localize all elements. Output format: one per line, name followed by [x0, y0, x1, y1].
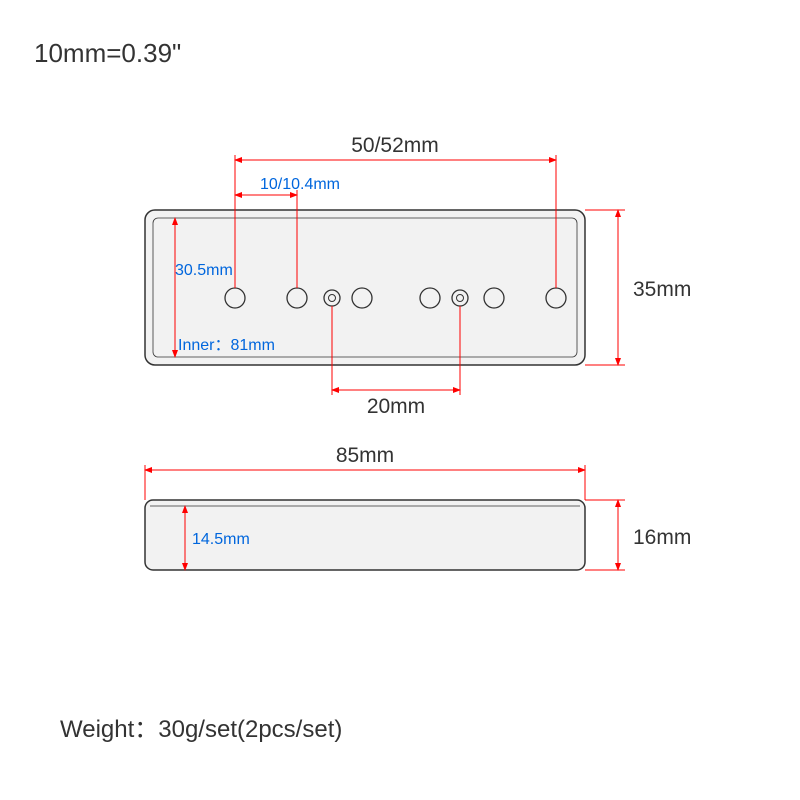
dim-top-width-label: 50/52mm [351, 134, 439, 157]
dim-top-height-label: 35mm [633, 278, 691, 301]
dim-side-height: 16mm [585, 500, 691, 570]
dim-side-height-label: 16mm [633, 526, 691, 549]
dim-side-width: 85mm [145, 444, 585, 500]
dim-top-height: 35mm [585, 210, 691, 365]
dim-side-inner-height-label: 14.5mm [192, 531, 250, 548]
technical-diagram: 50/52mm 10/10.4mm 30.5mm Inner：81mm 20mm… [0, 0, 800, 800]
weight-note: Weight：30g/set(2pcs/set) [60, 709, 342, 744]
dim-inner-height-label: 30.5mm [175, 262, 233, 279]
dim-screw-spacing-label: 20mm [367, 395, 425, 418]
dim-inner-width-label: Inner：81mm [178, 337, 275, 354]
dim-side-width-label: 85mm [336, 444, 394, 467]
dim-hole-spacing-label: 10/10.4mm [260, 176, 340, 193]
